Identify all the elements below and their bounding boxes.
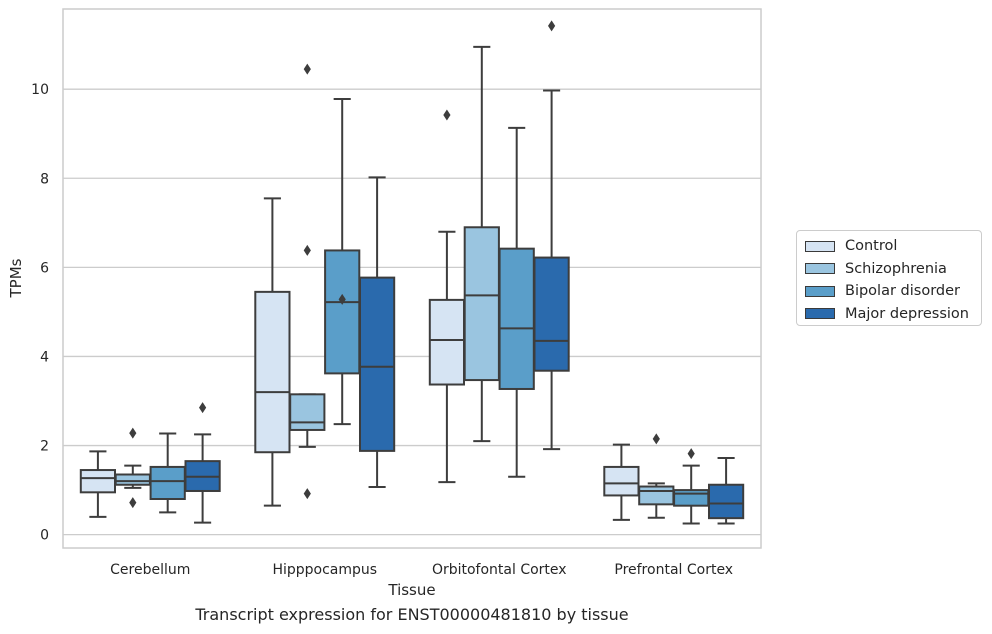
box-group [603, 433, 745, 525]
legend-swatch [805, 240, 835, 252]
x-axis-label: Tissue [387, 581, 435, 599]
box-iqr [358, 276, 396, 452]
box-iqr [79, 469, 117, 494]
y-tick-label: 4 [40, 349, 49, 365]
outlier-point [338, 293, 346, 305]
legend-item: Major depression [805, 303, 981, 326]
plot-area-frame [62, 8, 762, 549]
legend-item: Bipolar disorder [805, 280, 981, 303]
outlier-point [303, 63, 311, 75]
box-iqr [149, 465, 186, 501]
y-axis-label: TPMs [7, 258, 25, 298]
outlier-point [303, 244, 311, 256]
box-iqr [324, 249, 361, 375]
outlier-point [652, 433, 660, 445]
figure-caption: Transcript expression for ENST0000048181… [195, 605, 629, 624]
outlier-point [199, 402, 207, 414]
box-groups [79, 20, 745, 525]
legend-swatch [805, 308, 835, 320]
outlier-point [129, 497, 137, 509]
grid-lines [63, 88, 761, 536]
outlier-point [548, 20, 556, 32]
y-tick-label: 2 [40, 439, 49, 455]
box-group [428, 20, 570, 484]
box-iqr [289, 393, 326, 431]
box-iqr [533, 256, 570, 372]
box-iqr [673, 489, 710, 507]
legend-label: Control [845, 238, 898, 255]
y-tick-label: 0 [40, 528, 49, 544]
y-tick-label: 6 [40, 260, 49, 276]
box-group [254, 63, 396, 507]
outlier-point [303, 488, 311, 500]
y-tick-labels: 0 2 4 6 8 10 [31, 82, 49, 543]
legend-label: Bipolar disorder [845, 283, 960, 300]
box-iqr [428, 298, 466, 386]
box-iqr [707, 483, 745, 520]
x-tick-labels: Cerebellum Hipppocampus Orbitofontal Corte… [110, 562, 733, 578]
outlier-point [129, 427, 137, 439]
outlier-point [443, 109, 451, 121]
legend-label: Schizophrenia [845, 260, 947, 277]
x-tick-label: Orbitofontal Cortex [432, 562, 567, 578]
x-tick-label: Prefrontal Cortex [614, 562, 733, 578]
legend-swatch [805, 285, 835, 297]
y-tick-label: 8 [40, 171, 49, 187]
box-iqr [254, 290, 291, 454]
box-group [79, 402, 221, 524]
box-iqr [603, 465, 640, 497]
legend-label: Major depression [845, 305, 969, 322]
y-tick-label: 10 [31, 82, 49, 98]
box-iqr [498, 247, 535, 390]
legend-swatch [805, 263, 835, 275]
box-iqr [463, 226, 500, 382]
outlier-point [687, 448, 695, 460]
legend: Control Schizophrenia Bipolar disorder Majo… [796, 230, 982, 326]
box-iqr [638, 485, 675, 506]
x-tick-label: Cerebellum [110, 562, 190, 578]
legend-item: Schizophrenia [805, 258, 981, 281]
legend-item: Control [805, 235, 981, 258]
box-iqr [114, 473, 151, 486]
x-tick-label: Hipppocampus [272, 562, 377, 578]
